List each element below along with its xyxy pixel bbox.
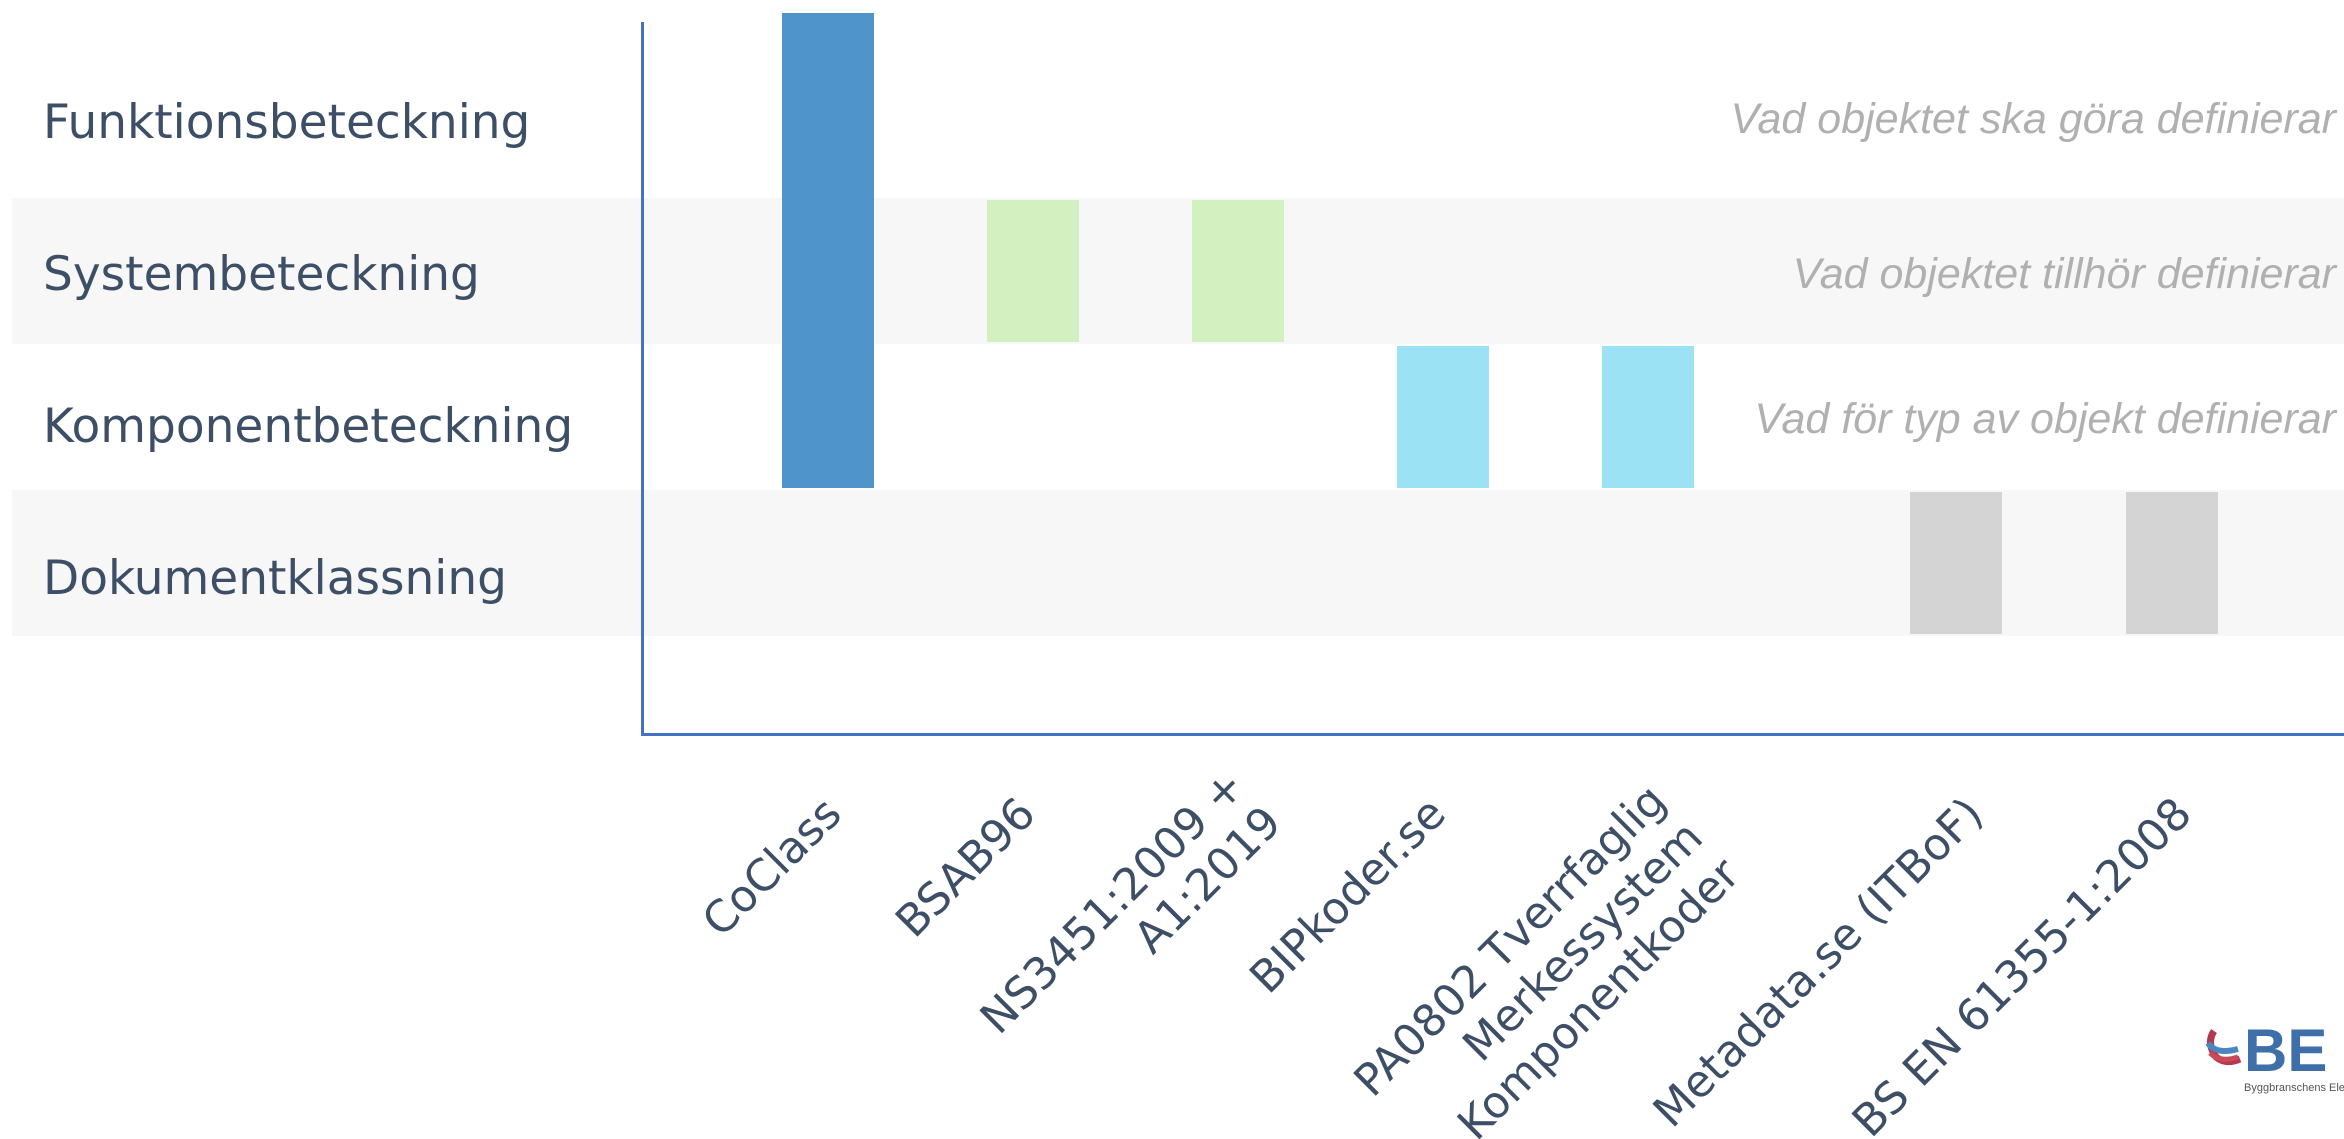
logo-text: BE [2244, 1017, 2327, 1084]
category-label-0: CoClass [693, 788, 852, 947]
coverage-bar-5 [1910, 492, 2002, 634]
row-note-1: Vad objektet tillhör definierar [1792, 250, 2336, 298]
row-band-1 [12, 198, 2344, 344]
coverage-bar-1 [987, 200, 1079, 342]
category-label-line: BSAB96 [886, 788, 1046, 948]
category-label-1: BSAB96 [886, 788, 1046, 948]
coverage-bar-3 [1397, 346, 1489, 488]
category-label-6: BS EN 61355-1:2008 [1843, 788, 2203, 1139]
y-axis-line [641, 22, 644, 736]
coverage-bar-0 [782, 13, 874, 488]
category-label-line: BS EN 61355-1:2008 [1842, 788, 2202, 1139]
be-logo: BE Byggbranschens Elektro [2194, 1009, 2344, 1099]
row-label-2: Komponentbeteckning [43, 399, 574, 454]
row-label-1: Systembeteckning [43, 247, 480, 302]
coverage-bar-4 [1602, 346, 1694, 488]
logo-subtext: Byggbranschens Elektro [2244, 1082, 2344, 1094]
x-axis-line [641, 733, 2344, 736]
category-label-line: CoClass [692, 788, 852, 947]
coverage-bar-2 [1192, 200, 1284, 342]
row-label-3: Dokumentklassning [43, 551, 507, 606]
row-note-2: Vad för typ av objekt definierar [1754, 395, 2336, 443]
coverage-bar-6 [2126, 492, 2218, 634]
row-note-0: Vad objektet ska göra definierar [1730, 95, 2336, 143]
row-label-0: Funktionsbeteckning [43, 95, 531, 150]
be-logo-icon: BE Byggbranschens Elektro [2205, 1017, 2344, 1094]
